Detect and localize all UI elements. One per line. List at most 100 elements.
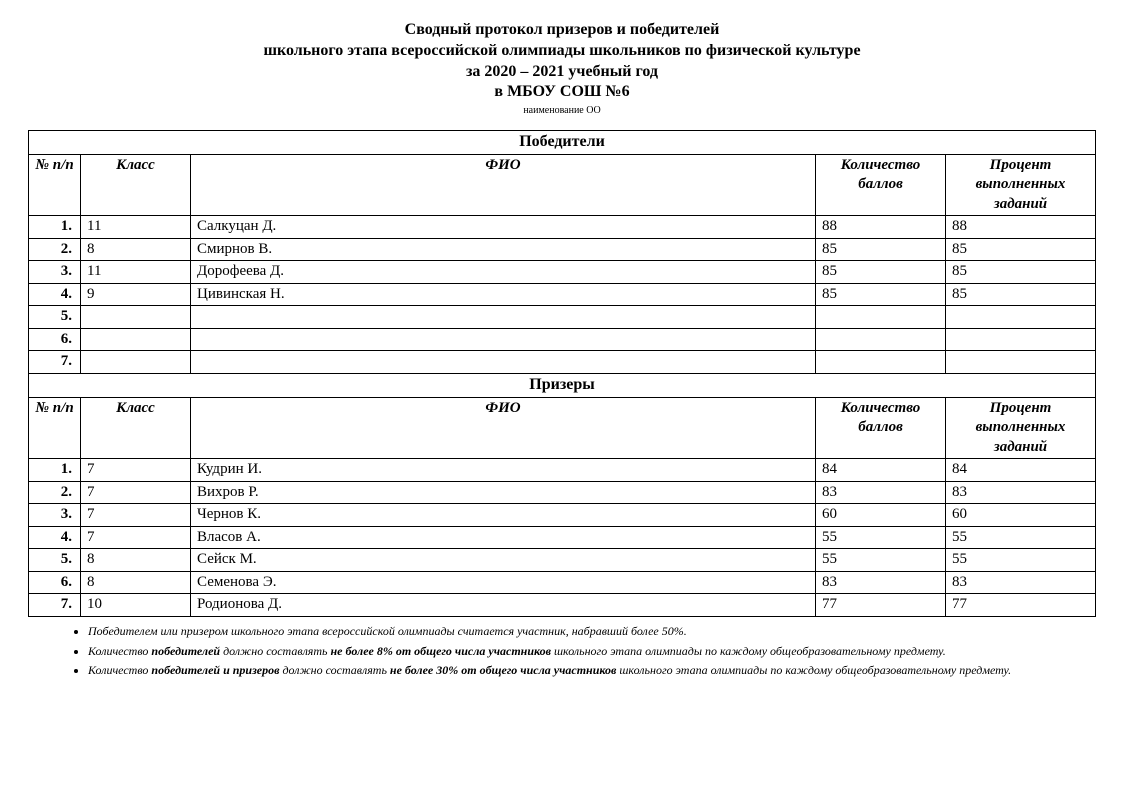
cell-pct: 88 bbox=[946, 216, 1096, 239]
cell-pct bbox=[946, 351, 1096, 374]
cell-name: Кудрин И. bbox=[191, 459, 816, 482]
column-header-score: Количество баллов bbox=[816, 154, 946, 216]
cell-n: 7. bbox=[29, 351, 81, 374]
cell-score: 85 bbox=[816, 238, 946, 261]
cell-score bbox=[816, 328, 946, 351]
footnotes: Победителем или призером школьного этапа… bbox=[28, 623, 1096, 679]
table-row: 6.8Семенова Э.8383 bbox=[29, 571, 1096, 594]
column-header-num: № п/п bbox=[29, 154, 81, 216]
column-header-percent: Процент выполненных заданий bbox=[946, 154, 1096, 216]
cell-class bbox=[81, 351, 191, 374]
cell-name: Вихров Р. bbox=[191, 481, 816, 504]
cell-n: 7. bbox=[29, 594, 81, 617]
cell-class: 9 bbox=[81, 283, 191, 306]
title-line-2: школьного этапа всероссийской олимпиады … bbox=[28, 41, 1096, 62]
cell-class: 8 bbox=[81, 571, 191, 594]
cell-name: Власов А. bbox=[191, 526, 816, 549]
cell-n: 1. bbox=[29, 216, 81, 239]
cell-score: 85 bbox=[816, 283, 946, 306]
column-header-score: Количество баллов bbox=[816, 397, 946, 459]
cell-class: 8 bbox=[81, 549, 191, 572]
cell-n: 4. bbox=[29, 283, 81, 306]
cell-pct: 60 bbox=[946, 504, 1096, 527]
table-row: 1.7Кудрин И.8484 bbox=[29, 459, 1096, 482]
cell-name: Цивинская Н. bbox=[191, 283, 816, 306]
cell-n: 2. bbox=[29, 481, 81, 504]
cell-name: Родионова Д. bbox=[191, 594, 816, 617]
table-row: 6. bbox=[29, 328, 1096, 351]
cell-n: 1. bbox=[29, 459, 81, 482]
cell-name: Салкуцан Д. bbox=[191, 216, 816, 239]
cell-class: 7 bbox=[81, 526, 191, 549]
cell-pct bbox=[946, 306, 1096, 329]
table-row: 3.7Чернов К.6060 bbox=[29, 504, 1096, 527]
cell-score: 88 bbox=[816, 216, 946, 239]
cell-pct bbox=[946, 328, 1096, 351]
table-row: 7.10Родионова Д.7777 bbox=[29, 594, 1096, 617]
column-header-percent: Процент выполненных заданий bbox=[946, 397, 1096, 459]
winners-section-title: Победители bbox=[29, 131, 1096, 155]
cell-score: 60 bbox=[816, 504, 946, 527]
cell-score: 55 bbox=[816, 549, 946, 572]
cell-pct: 85 bbox=[946, 283, 1096, 306]
table-row: 3.11Дорофеева Д.8585 bbox=[29, 261, 1096, 284]
results-table: Победители№ п/пКлассФИОКоличество баллов… bbox=[28, 130, 1096, 617]
title-line-3: за 2020 – 2021 учебный год bbox=[28, 62, 1096, 83]
table-row: 1.11Салкуцан Д.8888 bbox=[29, 216, 1096, 239]
cell-pct: 85 bbox=[946, 261, 1096, 284]
column-header-name: ФИО bbox=[191, 397, 816, 459]
cell-name: Чернов К. bbox=[191, 504, 816, 527]
cell-class bbox=[81, 328, 191, 351]
cell-pct: 83 bbox=[946, 571, 1096, 594]
footnote-3: Количество победителей и призеров должно… bbox=[88, 662, 1066, 679]
document-header: Сводный протокол призеров и победителей … bbox=[28, 20, 1096, 116]
title-line-4: в МБОУ СОШ №6 bbox=[28, 82, 1096, 103]
cell-class bbox=[81, 306, 191, 329]
cell-score bbox=[816, 351, 946, 374]
cell-score: 83 bbox=[816, 571, 946, 594]
table-row: 2.8Смирнов В.8585 bbox=[29, 238, 1096, 261]
cell-pct: 85 bbox=[946, 238, 1096, 261]
table-row: 5. bbox=[29, 306, 1096, 329]
cell-class: 7 bbox=[81, 481, 191, 504]
cell-name bbox=[191, 351, 816, 374]
table-row: 5.8Сейск М.5555 bbox=[29, 549, 1096, 572]
column-header-num: № п/п bbox=[29, 397, 81, 459]
footnote-2: Количество победителей должно составлять… bbox=[88, 643, 1066, 660]
cell-n: 3. bbox=[29, 504, 81, 527]
cell-pct: 83 bbox=[946, 481, 1096, 504]
cell-score bbox=[816, 306, 946, 329]
cell-score: 77 bbox=[816, 594, 946, 617]
cell-name bbox=[191, 328, 816, 351]
table-row: 4.9Цивинская Н.8585 bbox=[29, 283, 1096, 306]
cell-n: 5. bbox=[29, 549, 81, 572]
cell-name: Сейск М. bbox=[191, 549, 816, 572]
cell-n: 5. bbox=[29, 306, 81, 329]
cell-score: 55 bbox=[816, 526, 946, 549]
cell-n: 4. bbox=[29, 526, 81, 549]
column-header-class: Класс bbox=[81, 154, 191, 216]
title-sub: наименование ОО bbox=[28, 105, 1096, 116]
prizers-section-title: Призеры bbox=[29, 373, 1096, 397]
table-body: Победители№ п/пКлассФИОКоличество баллов… bbox=[29, 131, 1096, 617]
cell-pct: 77 bbox=[946, 594, 1096, 617]
cell-pct: 84 bbox=[946, 459, 1096, 482]
cell-score: 85 bbox=[816, 261, 946, 284]
table-row: 4.7Власов А.5555 bbox=[29, 526, 1096, 549]
cell-score: 83 bbox=[816, 481, 946, 504]
cell-class: 7 bbox=[81, 459, 191, 482]
cell-name: Дорофеева Д. bbox=[191, 261, 816, 284]
cell-pct: 55 bbox=[946, 526, 1096, 549]
cell-class: 10 bbox=[81, 594, 191, 617]
cell-name: Смирнов В. bbox=[191, 238, 816, 261]
cell-n: 6. bbox=[29, 328, 81, 351]
cell-n: 3. bbox=[29, 261, 81, 284]
cell-class: 11 bbox=[81, 261, 191, 284]
table-row: 2.7Вихров Р.8383 bbox=[29, 481, 1096, 504]
cell-class: 11 bbox=[81, 216, 191, 239]
title-line-1: Сводный протокол призеров и победителей bbox=[28, 20, 1096, 41]
column-header-class: Класс bbox=[81, 397, 191, 459]
cell-pct: 55 bbox=[946, 549, 1096, 572]
cell-class: 7 bbox=[81, 504, 191, 527]
cell-name bbox=[191, 306, 816, 329]
